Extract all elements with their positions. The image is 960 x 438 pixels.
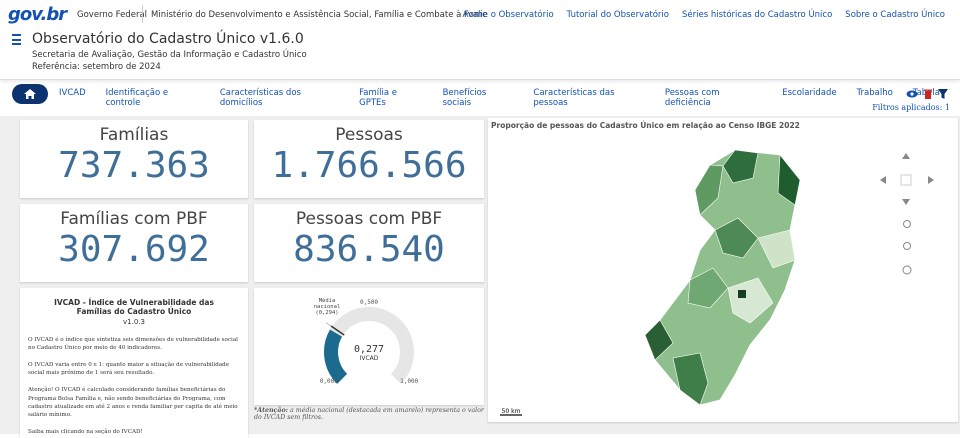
- top-link[interactable]: Avalie o Observatório: [462, 10, 554, 20]
- note-text: a média nacional (destacada em amarelo) …: [254, 407, 484, 421]
- filter-icon[interactable]: [938, 89, 948, 99]
- gauge-card: 0,000 1,000 0,500 0,277 IVCAD Média nacional…: [254, 288, 484, 405]
- info-paragraph: Saiba mais clicando na seção do IVCAD!: [28, 428, 143, 435]
- separator: [142, 5, 143, 23]
- top-link[interactable]: Tutorial do Observatório: [566, 10, 669, 20]
- tab[interactable]: Características das pessoas: [533, 88, 615, 108]
- gauge-min-label: 0,000: [320, 378, 338, 385]
- kpi-label: Famílias com PBF: [60, 209, 208, 229]
- gauge-note: *Atenção: a média nacional (destacada em…: [254, 407, 484, 421]
- header: Observatório do Cadastro Único v1.6.0 Se…: [0, 30, 960, 80]
- kpi-value: 307.692: [58, 229, 210, 270]
- tab[interactable]: Família e GPTEs: [359, 88, 397, 108]
- home-icon: [24, 89, 36, 99]
- map-title: Proporção de pessoas do Cadastro Único e…: [491, 121, 800, 130]
- info-paragraph: O IVCAD é o índice que sintetiza seis di…: [28, 337, 238, 352]
- national-name: Média nacional: [313, 298, 341, 310]
- national-label: Média nacional (0,294): [310, 298, 344, 316]
- region: [672, 352, 709, 406]
- tab[interactable]: IVCAD: [59, 88, 86, 98]
- kpi-card: Famílias com PBF 307.692: [20, 204, 248, 282]
- tab[interactable]: Benefícios sociais: [442, 88, 487, 108]
- trash-icon[interactable]: [924, 89, 932, 100]
- kpi-value: 737.363: [58, 145, 210, 186]
- national-leader: [325, 322, 332, 327]
- map-card: Proporção de pessoas do Cadastro Único e…: [488, 118, 958, 422]
- kpi-value: 1.766.566: [271, 145, 467, 186]
- gauge-max-label: 1,000: [400, 378, 418, 385]
- top-bar: gov.br Governo Federal Ministério do Des…: [0, 0, 960, 30]
- map-controls[interactable]: [880, 153, 934, 275]
- kpi-card: Pessoas 1.766.566: [254, 120, 484, 198]
- state-shape: [644, 149, 801, 406]
- region: [687, 267, 729, 309]
- menu-button[interactable]: [12, 34, 21, 48]
- kpi-label: Famílias: [99, 125, 169, 145]
- national-marker: [330, 325, 345, 336]
- region: [777, 154, 801, 206]
- map: 50 km: [500, 149, 934, 416]
- gauge-name: IVCAD: [360, 355, 379, 362]
- kpi-card: Famílias 737.363: [20, 120, 248, 198]
- kpi-value: 836.540: [293, 229, 445, 270]
- gauge-value-arc: [324, 329, 348, 384]
- top-link[interactable]: Sobre o Cadastro Único: [845, 10, 945, 20]
- eye-icon[interactable]: [906, 90, 918, 98]
- subtitle: Secretaria de Avaliação, Gestão da Infor…: [32, 50, 307, 60]
- region: [727, 277, 774, 324]
- tool-icons: [906, 89, 948, 100]
- region: [738, 290, 746, 298]
- ministry: Ministério do Desenvolvimento e Assistên…: [151, 10, 488, 20]
- region: [722, 149, 759, 184]
- nav-bar: IVCAD Identificação e controle Característ…: [0, 82, 960, 116]
- kpi-label: Pessoas: [335, 125, 403, 145]
- title: Observatório do Cadastro Único v1.6.0: [32, 31, 304, 47]
- tabs: IVCAD Identificação e controle Característ…: [59, 88, 960, 108]
- government: Governo Federal: [77, 10, 148, 20]
- logo[interactable]: gov.br: [8, 4, 67, 25]
- info-paragraphs: O IVCAD é o índice que sintetiza seis di…: [28, 336, 240, 436]
- kpi-card: Pessoas com PBF 836.540: [254, 204, 484, 282]
- region: [644, 319, 674, 361]
- note-bold: *Atenção:: [254, 407, 288, 414]
- kpi-label: Pessoas com PBF: [295, 209, 443, 229]
- region: [694, 164, 724, 216]
- info-paragraph: Atenção! O IVCAD é calculado considerand…: [28, 387, 238, 418]
- info-title: IVCAD - Índice de Vulnerabilidade das Fa…: [54, 298, 214, 316]
- home-button[interactable]: [12, 84, 48, 104]
- tab[interactable]: Características dos domicílios: [219, 88, 301, 108]
- reference: Referência: setembro de 2024: [32, 62, 161, 72]
- ivcad-info: IVCAD - Índice de Vulnerabilidade das Fa…: [20, 288, 248, 438]
- top-links: Avalie o Observatório Tutorial do Observa…: [462, 10, 945, 20]
- filters-applied: Filtros aplicados: 1: [872, 103, 950, 112]
- info-version: v1.0.3: [123, 318, 145, 326]
- region: [714, 217, 759, 259]
- tab[interactable]: Identificação e controle: [105, 88, 169, 108]
- top-link[interactable]: Séries históricas do Cadastro Único: [682, 10, 833, 20]
- tab[interactable]: Pessoas com deficiência: [664, 88, 720, 108]
- info-paragraph: O IVCAD varia entre 0 e 1: quanto maior …: [28, 362, 230, 377]
- region: [757, 229, 796, 269]
- gauge-mid-label: 0,500: [360, 299, 378, 306]
- scale-label: 50 km: [502, 408, 521, 415]
- gauge-value: 0,277: [354, 344, 384, 355]
- national-value: (0,294): [315, 310, 339, 316]
- tab[interactable]: Trabalho: [856, 88, 893, 98]
- tab[interactable]: Escolaridade: [782, 88, 837, 98]
